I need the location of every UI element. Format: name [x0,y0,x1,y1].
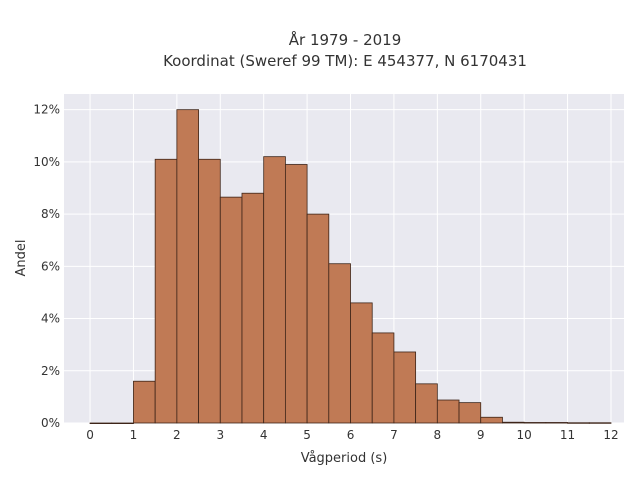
histogram-bar [198,158,221,424]
x-tick-label: 5 [303,428,311,442]
histogram-bar [523,422,547,424]
histogram-bar [154,158,178,424]
x-tick-label: 8 [434,428,442,442]
x-tick-label: 11 [560,428,575,442]
y-axis-label: Andel [14,240,29,277]
histogram-bar [480,416,503,424]
histogram-bar [567,422,590,424]
histogram-bar [328,263,351,424]
y-tick-label: 8% [41,207,60,221]
histogram-bar [219,196,243,424]
histogram-bar [393,351,417,424]
y-tick-label: 12% [33,103,60,117]
x-tick-label: 2 [173,428,181,442]
histogram-bar [133,380,156,424]
histogram-bar [415,383,438,424]
x-tick-label: 12 [603,428,618,442]
y-tick-label: 10% [33,155,60,169]
x-tick-label: 4 [260,428,268,442]
x-axis-ticks: 0 1 2 3 4 5 6 7 8 9 10 11 12 [86,428,618,442]
bars [89,109,612,425]
histogram-bar [371,332,395,424]
x-tick-label: 0 [86,428,94,442]
histogram-bar [111,422,134,425]
y-tick-label: 2% [41,364,60,378]
histogram-bar [588,422,612,424]
histogram-bar [502,421,525,424]
chart-subtitle: Koordinat (Sweref 99 TM): E 454377, N 61… [163,52,527,70]
histogram-bar [263,156,286,424]
x-tick-label: 7 [390,428,398,442]
histogram-bar [350,302,373,424]
x-tick-label: 10 [517,428,532,442]
chart-title: År 1979 - 2019 [289,30,402,49]
histogram-bar [241,192,265,424]
histogram-bar [545,422,568,424]
x-tick-label: 6 [347,428,355,442]
x-tick-label: 3 [216,428,224,442]
histogram-bar [89,422,113,425]
y-tick-label: 4% [41,312,60,326]
histogram-bar [458,402,482,424]
y-axis-ticks: 0% 2% 4% 6% 8% 10% 12% [33,103,60,430]
x-axis-label: Vågperiod (s) [301,451,388,466]
y-tick-label: 6% [41,259,60,273]
histogram-bar [306,213,330,424]
histogram-bar [284,164,308,424]
histogram-bar [436,399,460,424]
histogram-bar [176,109,199,424]
x-tick-label: 1 [130,428,138,442]
x-tick-label: 9 [477,428,485,442]
y-tick-label: 0% [41,416,60,430]
